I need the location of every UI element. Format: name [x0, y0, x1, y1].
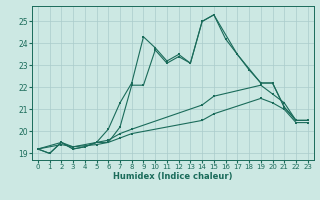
- X-axis label: Humidex (Indice chaleur): Humidex (Indice chaleur): [113, 172, 233, 181]
